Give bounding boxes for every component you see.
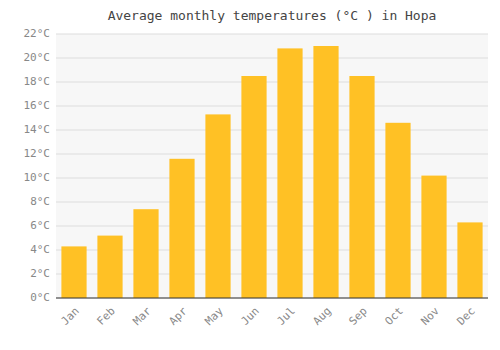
x-tick-label: Oct: [383, 305, 406, 328]
bar: [385, 123, 410, 298]
x-axis-line: [56, 298, 488, 299]
grid-line: [56, 130, 488, 131]
bar: [169, 159, 194, 298]
y-tick-label: 6°C: [30, 219, 50, 232]
bar: [205, 114, 230, 298]
y-tick-label: 22°C: [24, 27, 51, 40]
y-tick-label: 0°C: [30, 291, 50, 304]
y-tick-label: 8°C: [30, 195, 50, 208]
bar: [241, 76, 266, 298]
grid-line: [56, 58, 488, 59]
x-tick-label: Apr: [167, 304, 191, 328]
bar: [421, 176, 446, 298]
y-tick-label: 16°C: [24, 99, 51, 112]
x-tick-label: Dec: [455, 305, 478, 328]
x-tick-label: Jan: [59, 305, 82, 328]
bar: [61, 246, 86, 298]
plot-area: [56, 34, 488, 298]
y-tick-label: 18°C: [24, 75, 51, 88]
y-tick-label: 12°C: [24, 147, 51, 160]
bars: [61, 46, 482, 298]
bar: [313, 46, 338, 298]
bar: [457, 222, 482, 298]
x-tick-label: Mar: [131, 304, 155, 328]
bar: [133, 209, 158, 298]
x-tick-label: Feb: [95, 305, 118, 328]
bar: [277, 48, 302, 298]
grid-line: [56, 298, 488, 299]
y-tick-label: 20°C: [24, 51, 51, 64]
y-tick-label: 10°C: [24, 171, 51, 184]
x-tick-label: Jul: [275, 305, 298, 328]
x-tick-label: Sep: [347, 305, 370, 328]
grid-line: [56, 106, 488, 107]
y-tick-label: 14°C: [24, 123, 51, 136]
x-tick-label: Nov: [419, 304, 443, 328]
x-tick-label: Aug: [311, 305, 334, 328]
grid-line: [56, 82, 488, 83]
x-tick-label: May: [203, 304, 227, 328]
grid: [56, 34, 488, 298]
y-tick-label: 2°C: [30, 267, 50, 280]
y-tick-label: 4°C: [30, 243, 50, 256]
grid-line: [56, 34, 488, 35]
chart: 0°C 2°C 4°C 6°C 8°C 10°C 12°C 14°C 16°C 18°C 20°C 2…: [0, 0, 500, 350]
x-tick-label: Jun: [239, 305, 262, 328]
title: Average monthly temperatures (°C ) in Ho…: [108, 8, 437, 23]
bar: [349, 76, 374, 298]
grid-line: [56, 154, 488, 155]
bar: [97, 236, 122, 298]
